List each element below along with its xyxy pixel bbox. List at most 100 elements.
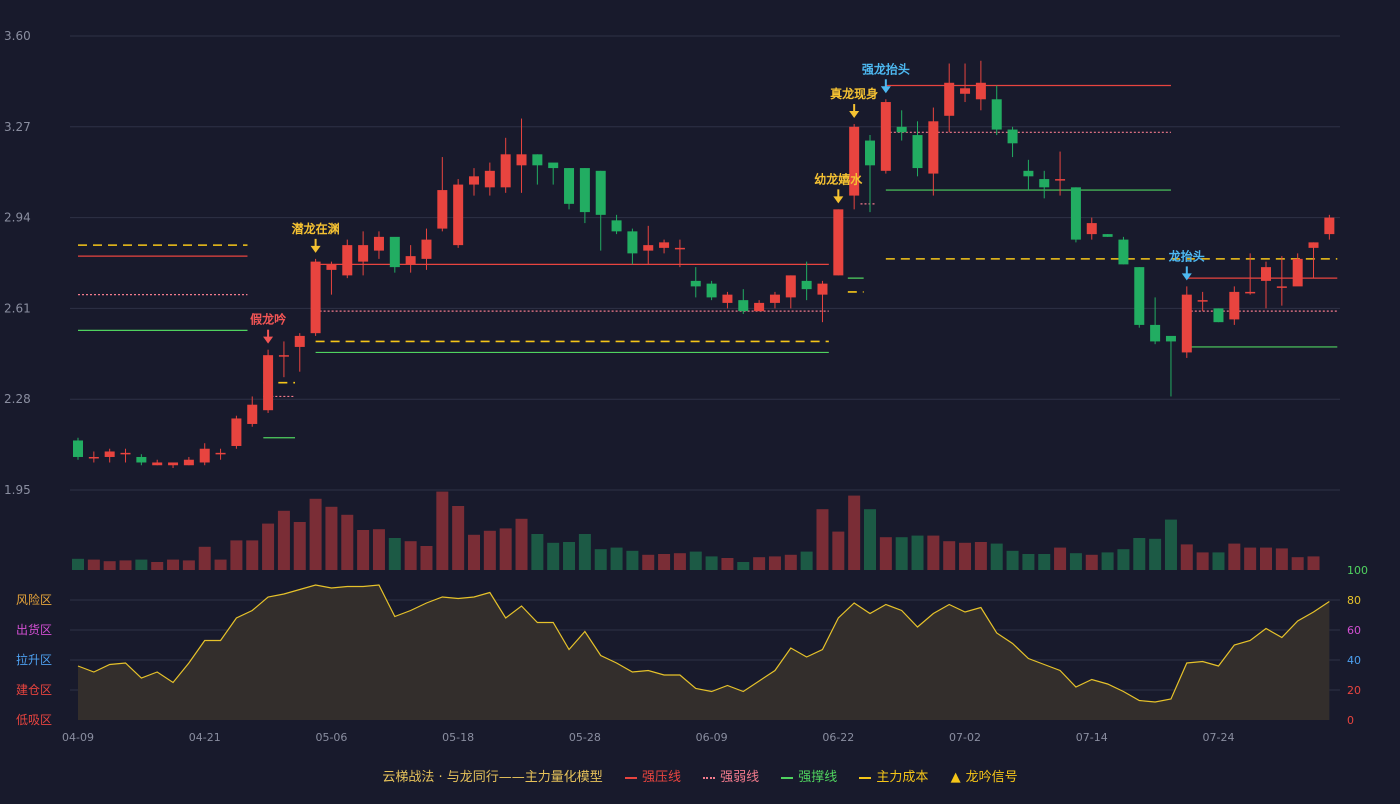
volume-bar [230,540,243,570]
volume-bar [214,559,227,570]
legend-label: 主力成本 [876,770,929,785]
candle-body [960,88,971,94]
candle-body [1324,217,1335,235]
candle-body [690,280,701,287]
candle-body [817,283,828,295]
legend-item-strong-support: 强撑线 [781,766,837,785]
candle-body [944,82,955,116]
signal-arrow-icon [849,111,860,119]
candle-body [1276,286,1287,288]
oscillator-area [78,585,1330,720]
candle-body [500,154,511,188]
volume-bar [895,537,908,570]
signal-label: 龙抬头 [1169,248,1205,263]
volume-bar [515,518,528,570]
x-tick-label: 07-14 [1076,731,1108,744]
candle-body [1007,129,1018,144]
volume-bar [642,554,655,570]
volume-bar [1260,547,1272,570]
volume-bar [404,541,417,570]
x-tick-label: 04-21 [189,731,221,744]
volume-bar [705,556,718,570]
volume-bar [1117,549,1130,570]
candle-body [975,82,986,100]
volume-bar [135,559,148,570]
candle-body [1070,187,1081,240]
candle-body [865,140,875,166]
price-tick-label: 3.60 [4,29,31,43]
legend-item-strong-pressure: 强压线 [624,766,681,785]
candle-body [389,236,400,268]
volume-bar [119,560,132,570]
candle-body [231,418,242,446]
legend-title: 云梯战法 · 与龙同行——主力量化模型 [382,770,603,785]
signal-arrow-icon [1181,273,1192,281]
candle-body [73,440,83,457]
volume-bar [594,549,607,570]
candle-body [136,456,147,463]
volume-bar [879,537,892,570]
volume-bar [768,556,781,570]
volume-bar [1307,556,1320,570]
legend-swatch-strong-weak [703,776,716,779]
volume-bar [293,522,306,570]
volume-bar [357,530,370,570]
volume-bar [309,498,322,570]
oscillator-zone-label: 建仓区 [16,683,52,697]
volume-bar [262,523,275,570]
oscillator-zone-label: 拉升区 [16,652,52,667]
volume-bar [151,562,164,570]
volume-bar [848,495,861,570]
candle-body [769,294,780,303]
candle-body [1292,258,1303,287]
x-tick-label: 07-24 [1202,731,1234,744]
candle-body [579,168,590,213]
candle-body [358,245,369,262]
candle-body [1181,294,1192,353]
candle-body [1039,179,1050,188]
volume-bar [832,531,845,570]
volume-bar [943,541,956,570]
legend-item-signal: ▲ 龙吟信号 [951,766,1018,785]
candle-body [1229,291,1240,320]
price-tick-label: 3.27 [4,120,31,134]
candle-body [152,462,163,466]
volume-bar [499,528,512,570]
signal-label: 强龙抬头 [862,61,910,76]
candle-body [912,135,923,169]
candle-body [405,256,416,265]
volume-bar [388,538,401,570]
volume-bar [436,491,449,570]
candle-body [880,102,891,171]
oscillator-tick-label: 100 [1347,564,1368,577]
signal-arrow-icon [880,86,891,94]
volume-bar [420,546,433,570]
x-tick-label: 04-09 [62,731,94,744]
candle-body [199,448,210,463]
volume-bar [167,559,180,570]
volume-bar [1180,544,1193,570]
candle-body [754,302,765,312]
candle-body [453,184,464,246]
volume-bar [689,551,702,570]
signal-arrow-icon [263,336,274,344]
candle-body [1165,335,1176,342]
price-tick-label: 2.28 [4,392,31,406]
candle-body [88,456,99,459]
candle-body [104,451,115,457]
volume-bar [452,506,465,570]
volume-bar [1038,554,1051,570]
legend-label: 强撑线 [798,770,838,785]
volume-bar [1133,538,1146,570]
legend-label: 强压线 [641,770,681,785]
candle-body [1150,324,1161,342]
signal-arrow-icon [833,196,844,204]
volume-bar [103,561,116,570]
volume-bar [911,535,924,570]
candle-body [469,176,479,185]
signal-label: 真龙现身 [830,86,878,101]
x-tick-label: 05-28 [569,731,601,744]
candle-body [1118,239,1129,265]
candle-body [310,261,321,334]
